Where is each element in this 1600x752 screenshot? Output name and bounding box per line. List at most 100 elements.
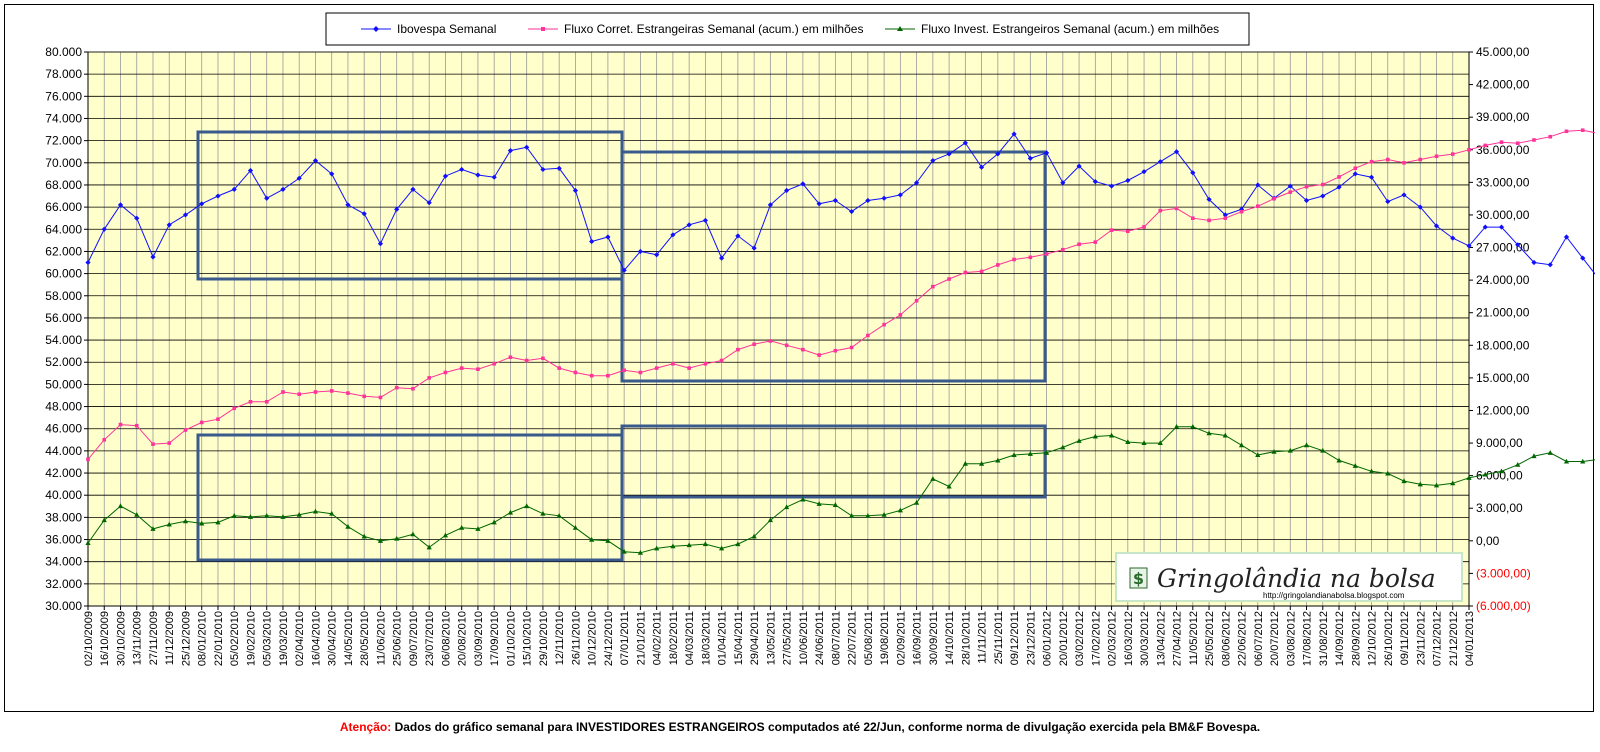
data-point xyxy=(1157,440,1163,446)
data-point xyxy=(849,208,855,215)
data-point xyxy=(1044,252,1049,256)
data-point xyxy=(296,511,302,517)
x-tick-label: 06/01/2012 xyxy=(1042,611,1054,666)
data-point xyxy=(101,517,107,523)
logo-title: Gringolândia na bolsa xyxy=(1157,564,1436,593)
data-point xyxy=(735,541,741,547)
data-point xyxy=(1353,166,1358,171)
y-left-tick-label: 34.000 xyxy=(45,555,82,569)
y-left-tick-label: 56.000 xyxy=(45,311,82,325)
data-point xyxy=(346,391,350,395)
gridlines xyxy=(87,51,1470,607)
data-point xyxy=(1320,193,1326,199)
data-point xyxy=(832,197,838,204)
data-point xyxy=(491,174,497,180)
data-point xyxy=(427,376,431,380)
data-point xyxy=(751,533,757,539)
data-point xyxy=(1027,155,1033,161)
x-tick-label: 26/11/2010 xyxy=(570,611,582,665)
x-tick-label: 08/07/2011 xyxy=(830,611,842,665)
y-left-tick-label: 64.000 xyxy=(45,222,82,236)
y-left-tick-label: 42.000 xyxy=(45,466,82,480)
data-point xyxy=(1482,471,1488,477)
data-point xyxy=(978,460,985,466)
x-tick-label: 25/06/2010 xyxy=(392,611,404,666)
footer-note: Atenção: Dados do gráfico semanal para I… xyxy=(0,720,1600,734)
data-point xyxy=(1043,450,1050,455)
data-point xyxy=(1450,152,1455,156)
data-point xyxy=(1417,204,1423,210)
data-point xyxy=(946,151,952,157)
x-tick-label: 03/09/2010 xyxy=(473,611,485,666)
data-point xyxy=(946,483,952,489)
data-point xyxy=(1385,198,1391,205)
y-left-tick-label: 74.000 xyxy=(45,111,82,125)
x-tick-label: 01/04/2011 xyxy=(717,611,729,665)
data-point xyxy=(362,394,366,399)
data-point xyxy=(638,370,643,375)
data-point xyxy=(573,370,578,375)
data-point xyxy=(1190,170,1196,176)
data-point xyxy=(719,545,725,551)
x-tick-label: 16/03/2012 xyxy=(1123,611,1135,666)
series-line xyxy=(87,426,1595,554)
x-tick-label: 05/03/2010 xyxy=(262,611,274,666)
data-point xyxy=(1061,247,1065,252)
data-point xyxy=(475,526,481,531)
data-point xyxy=(995,457,1001,463)
data-point xyxy=(329,510,335,516)
series-3 xyxy=(85,423,1595,555)
data-point xyxy=(1402,161,1406,165)
x-tick-label: 01/10/2010 xyxy=(505,611,517,666)
data-point xyxy=(849,513,855,518)
data-point xyxy=(540,510,546,516)
data-point xyxy=(897,192,903,198)
series-line xyxy=(87,129,1595,460)
data-point xyxy=(572,187,579,194)
data-point xyxy=(183,428,188,432)
x-tick-label: 20/07/2012 xyxy=(1269,611,1281,666)
data-point xyxy=(995,151,1001,157)
y-right-tick-label: 39.000,00 xyxy=(1476,110,1530,124)
data-point xyxy=(978,164,985,170)
data-point xyxy=(1433,223,1440,229)
x-tick-label: 14/05/2010 xyxy=(343,611,355,666)
data-point xyxy=(345,202,351,208)
data-point xyxy=(1483,143,1488,148)
y-left-tick-label: 30.000 xyxy=(45,599,82,613)
data-point xyxy=(703,361,708,366)
y-left-tick-label: 70.000 xyxy=(45,156,82,170)
data-point xyxy=(1515,461,1521,467)
data-point xyxy=(507,148,514,154)
data-point xyxy=(264,195,270,201)
data-point xyxy=(1011,452,1017,458)
x-tick-label: 03/02/2012 xyxy=(1074,611,1086,666)
data-point xyxy=(1352,171,1358,177)
x-tick-label: 17/02/2012 xyxy=(1090,611,1102,666)
data-point xyxy=(117,202,124,208)
y-left-tick-label: 32.000 xyxy=(45,577,82,591)
x-tick-label: 11/11/2011 xyxy=(977,611,989,664)
data-point xyxy=(1012,257,1016,262)
x-tick-label: 25/11/2011 xyxy=(993,611,1005,664)
data-point xyxy=(101,226,107,232)
data-point xyxy=(442,173,449,179)
data-point xyxy=(1077,242,1081,247)
data-point xyxy=(394,385,399,390)
data-point xyxy=(264,513,270,518)
data-point xyxy=(377,241,384,247)
data-point xyxy=(930,476,936,481)
data-point xyxy=(459,166,465,173)
data-point xyxy=(1368,174,1375,180)
data-point xyxy=(231,186,237,192)
data-point xyxy=(1336,457,1342,463)
x-tick-label: 25/05/2012 xyxy=(1204,611,1216,666)
data-point xyxy=(1173,149,1180,155)
x-tick-label: 06/07/2012 xyxy=(1253,611,1265,666)
data-point xyxy=(1450,480,1456,486)
x-tick-label: 09/12/2011 xyxy=(1009,611,1021,665)
x-tick-label: 23/11/2012 xyxy=(1415,611,1427,665)
x-tick-label: 25/12/2009 xyxy=(180,611,192,666)
data-point xyxy=(329,171,335,177)
x-tick-label: 18/03/2011 xyxy=(700,611,712,665)
